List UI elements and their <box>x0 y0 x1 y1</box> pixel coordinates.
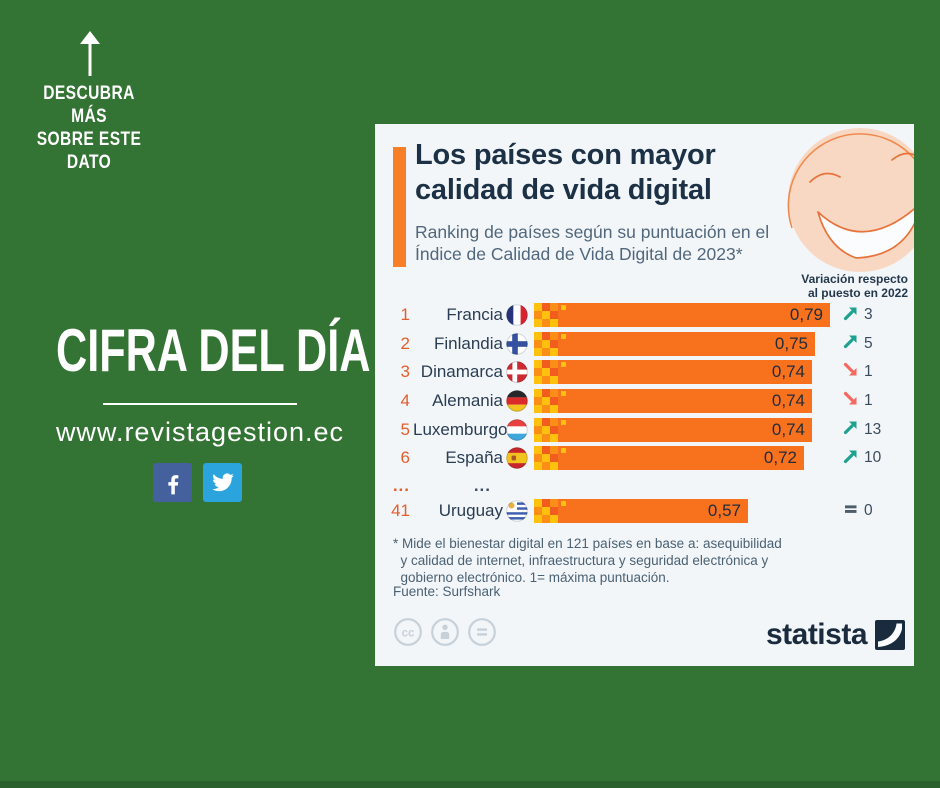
rank-label: 2 <box>400 333 410 353</box>
chart-row: 4 Alemania 0,74 1 <box>375 389 914 414</box>
germany-flag-icon <box>506 390 528 412</box>
chart-row: 6 España 0,72 10 <box>375 446 914 471</box>
title-accent-bar <box>393 147 406 267</box>
country-label: Alemania <box>432 391 503 411</box>
change-value: 3 <box>864 306 873 323</box>
score-bar: 0,79 <box>534 303 830 327</box>
country-label: Francia <box>446 305 503 324</box>
score-value: 0,57 <box>707 501 741 521</box>
change-value: 13 <box>864 420 882 438</box>
rank-change: 13 <box>843 419 881 440</box>
rank-change: 5 <box>843 333 873 354</box>
note-line-1: Variación respecto <box>801 272 908 286</box>
score-bar: 0,74 <box>534 360 812 385</box>
note-line-2: al puesto en 2022 <box>807 286 908 300</box>
rank-change: 1 <box>843 362 873 383</box>
score-value: 0,74 <box>771 362 805 382</box>
chart-rows: 1 Francia 0,79 3 2 Finlandia 0,75 5 3 <box>375 303 914 528</box>
country-label: España <box>445 448 503 468</box>
chart-row: 5 Luxemburgo 0,74 13 <box>375 417 914 442</box>
rank-label: 5 <box>400 419 410 439</box>
twitter-icon[interactable] <box>203 463 242 502</box>
score-value: 0,74 <box>771 419 805 439</box>
social-icons <box>153 463 242 502</box>
chart-row: 3 Dinamarca 0,74 1 <box>375 360 914 385</box>
score-bar: 0,74 <box>534 417 812 442</box>
score-value: 0,79 <box>789 305 823 324</box>
arrow-up-right-icon <box>843 305 859 326</box>
chart-title: Los países con mayor calidad de vida dig… <box>415 139 716 206</box>
cc-icon: cc <box>394 618 422 646</box>
equals-change-icon <box>843 501 859 522</box>
country-label: Finlandia <box>434 333 503 353</box>
denmark-flag-icon <box>506 361 528 384</box>
discover-more-text: DESCUBRA MÁS SOBRE ESTE DATO <box>24 82 154 174</box>
rank-change: 1 <box>843 391 873 412</box>
uruguay-flag-icon <box>506 500 528 522</box>
chart-row: 2 Finlandia 0,75 5 <box>375 331 914 356</box>
score-bar: 0,57 <box>534 499 748 524</box>
discover-line-3: DATO <box>66 152 112 173</box>
equals-icon <box>468 618 496 646</box>
rank-label: 4 <box>400 391 410 411</box>
country-label: Luxemburgo <box>413 419 508 439</box>
discover-line-2: SOBRE ESTE <box>36 129 142 150</box>
rank-label: 6 <box>400 448 410 468</box>
arrow-down-right-icon <box>843 362 859 383</box>
website-link[interactable]: www.revistagestion.ec <box>55 417 345 447</box>
chart-row: 1 Francia 0,79 3 <box>375 303 914 327</box>
rank-change: 10 <box>843 448 881 469</box>
bottom-border <box>0 781 940 788</box>
spain-flag-icon <box>506 447 528 470</box>
country-ellipsis: ... <box>473 476 491 496</box>
arrow-down-right-icon <box>843 391 859 412</box>
facebook-icon[interactable] <box>153 463 192 502</box>
score-value: 0,75 <box>774 333 808 353</box>
finland-flag-icon <box>506 332 528 355</box>
country-label: Dinamarca <box>420 362 503 382</box>
footnote: * Mide el bienestar digital en 121 paíse… <box>393 536 782 585</box>
source-label: Fuente: Surfshark <box>393 584 501 599</box>
change-value: 0 <box>864 502 873 520</box>
statista-wordmark: statista <box>765 618 868 651</box>
license-icons: cc <box>393 617 497 647</box>
change-value: 1 <box>864 363 873 381</box>
statista-logo-mark <box>875 620 905 650</box>
change-value: 1 <box>864 392 873 410</box>
country-label: Uruguay <box>438 501 503 521</box>
luxembourg-flag-icon <box>506 419 528 441</box>
score-value: 0,72 <box>763 448 797 468</box>
arrow-up-right-icon <box>843 448 859 469</box>
rank-label: 1 <box>400 305 410 324</box>
arrow-up-right-icon <box>843 419 859 440</box>
rank-ellipsis: ... <box>392 476 410 496</box>
statista-logo: statista <box>766 620 905 650</box>
arrow-up-icon <box>80 31 100 76</box>
rank-label: 3 <box>400 362 410 382</box>
discover-line-1: DESCUBRA MÁS <box>43 83 135 127</box>
score-bar: 0,72 <box>534 446 804 471</box>
score-value: 0,74 <box>771 391 805 411</box>
change-value: 5 <box>864 334 873 352</box>
page-title: CIFRA DEL DÍA <box>56 317 371 384</box>
france-flag-icon <box>506 304 528 326</box>
change-column-header: Variación respecto al puesto en 2022 <box>788 272 908 300</box>
arrow-up-right-icon <box>843 333 859 354</box>
rank-label: 41 <box>391 501 410 521</box>
score-bar: 0,74 <box>534 389 812 414</box>
rank-change: 3 <box>843 305 873 326</box>
chart-row: 41 Uruguay 0,57 0 <box>375 499 914 524</box>
chart-subtitle: Ranking de países según su puntuación en… <box>415 222 770 264</box>
statista-chart-card: Los países con mayor calidad de vida dig… <box>375 124 914 666</box>
headline-underline <box>103 403 297 405</box>
svg-text:cc: cc <box>402 627 415 639</box>
score-bar: 0,75 <box>534 331 815 356</box>
rank-change: 0 <box>843 501 873 522</box>
ellipsis-row: ... ... <box>375 475 914 497</box>
attribution-icon <box>431 618 459 646</box>
change-value: 10 <box>864 449 882 467</box>
